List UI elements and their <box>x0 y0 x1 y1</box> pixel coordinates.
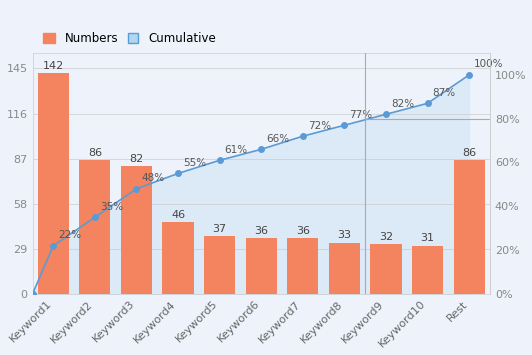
Text: 37: 37 <box>213 224 227 234</box>
Legend: Numbers, Cumulative: Numbers, Cumulative <box>38 27 221 50</box>
Text: 86: 86 <box>88 148 102 158</box>
Text: 82%: 82% <box>391 99 414 109</box>
Text: 32: 32 <box>379 232 393 242</box>
Bar <box>204 236 235 294</box>
Text: 36: 36 <box>254 226 268 236</box>
Bar <box>162 223 194 294</box>
Bar <box>287 238 319 294</box>
Text: 77%: 77% <box>350 110 372 120</box>
Bar <box>329 242 360 294</box>
Bar <box>412 246 443 294</box>
Text: 142: 142 <box>43 61 64 71</box>
Text: 87%: 87% <box>433 88 456 98</box>
Bar <box>454 160 485 294</box>
Bar <box>38 73 69 294</box>
Text: 35%: 35% <box>100 202 123 212</box>
Bar <box>370 244 402 294</box>
Text: 55%: 55% <box>183 158 206 168</box>
Text: 46: 46 <box>171 210 185 220</box>
Bar <box>121 166 152 294</box>
Text: 36: 36 <box>296 226 310 236</box>
Text: 22%: 22% <box>59 230 81 240</box>
Text: 61%: 61% <box>225 145 248 155</box>
Text: 72%: 72% <box>308 121 331 131</box>
Bar <box>246 238 277 294</box>
Text: 31: 31 <box>421 233 435 244</box>
Text: 33: 33 <box>337 230 352 240</box>
Text: 86: 86 <box>462 148 476 158</box>
Text: 48%: 48% <box>142 173 164 183</box>
Text: 100%: 100% <box>474 59 504 70</box>
Text: 82: 82 <box>129 154 144 164</box>
Text: 66%: 66% <box>266 134 289 144</box>
Bar <box>79 160 111 294</box>
